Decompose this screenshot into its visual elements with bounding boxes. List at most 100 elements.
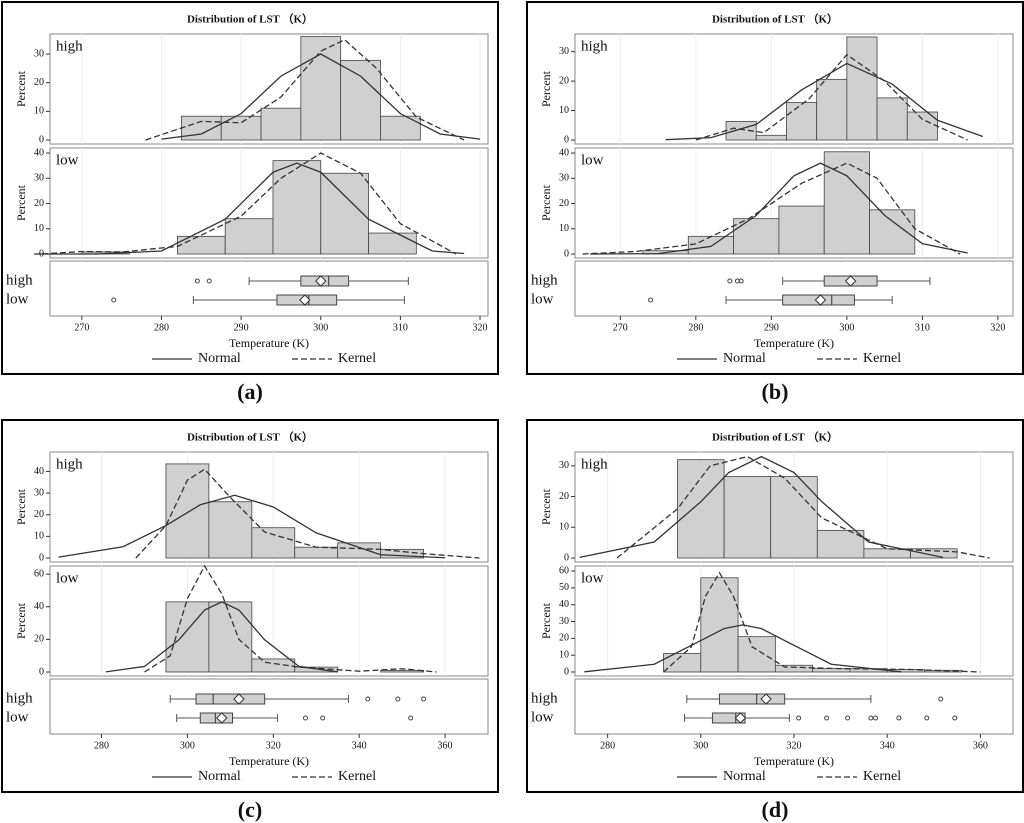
- legend-label: Normal: [723, 769, 766, 784]
- histogram-bar: [208, 501, 253, 559]
- mean-marker: [760, 693, 772, 705]
- outlier: [421, 696, 427, 702]
- histogram-bar: [737, 636, 776, 673]
- histogram-bar: [816, 529, 865, 559]
- group-label: high: [56, 38, 83, 54]
- x-tick-label: 340: [880, 740, 895, 751]
- group-label: high: [56, 456, 83, 472]
- histogram-bar: [380, 115, 421, 141]
- box-frame: [49, 260, 489, 317]
- y-tick-label: 10: [34, 106, 44, 117]
- panel-label: (a): [237, 379, 263, 404]
- y-tick-label: 30: [559, 173, 569, 184]
- histogram-bar: [320, 172, 369, 255]
- histogram-bar: [770, 476, 818, 559]
- y-tick-label: 50: [559, 582, 569, 593]
- y-axis-label: Percent: [14, 488, 28, 525]
- y-tick-label: 0: [564, 134, 569, 145]
- y-tick-label: 40: [34, 147, 44, 158]
- panel-label: (d): [762, 797, 789, 822]
- x-tick-label: 300: [180, 740, 195, 751]
- plot-frame: [49, 33, 489, 145]
- outlier: [727, 278, 733, 284]
- x-axis-label: Temperature (K): [229, 336, 309, 350]
- outlier: [952, 715, 958, 721]
- y-axis-label: Percent: [539, 602, 553, 639]
- plot-frame: [49, 451, 489, 563]
- legend-label: Kernel: [338, 351, 376, 366]
- box-frame: [574, 678, 1014, 735]
- histogram-bar: [778, 205, 825, 255]
- histogram-bar: [300, 36, 342, 141]
- plot-frame: [49, 147, 489, 259]
- box-row-label: low: [6, 709, 29, 725]
- y-tick-label: 0: [39, 134, 44, 145]
- histogram-bar: [786, 102, 818, 141]
- outlier: [868, 715, 874, 721]
- box-frame: [574, 260, 1014, 317]
- x-tick-label: 280: [154, 322, 169, 333]
- y-tick-label: 10: [559, 649, 569, 660]
- y-tick-label: 10: [559, 223, 569, 234]
- group-label: low: [56, 152, 79, 168]
- y-tick-label: 30: [559, 46, 569, 57]
- panel-frame: [1, 419, 499, 793]
- y-axis-label: Percent: [539, 488, 553, 525]
- histogram-bar: [272, 160, 322, 255]
- normal-curve: [590, 162, 968, 255]
- y-tick-label: 0: [39, 552, 44, 563]
- x-tick-label: 280: [94, 740, 109, 751]
- box-row-label: low: [531, 291, 554, 307]
- outlier: [206, 278, 212, 284]
- group-label: high: [581, 38, 608, 54]
- y-tick-label: 0: [564, 248, 569, 259]
- x-tick-label: 300: [839, 322, 854, 333]
- y-tick-label: 0: [39, 666, 44, 677]
- x-tick-label: 320: [787, 740, 802, 751]
- histogram-bar: [224, 218, 274, 255]
- histogram-bar: [816, 78, 848, 141]
- normal-curve: [665, 62, 984, 141]
- outlier: [738, 278, 744, 284]
- y-tick-label: 0: [564, 552, 569, 563]
- x-tick-label: 320: [473, 322, 488, 333]
- outlier: [320, 715, 326, 721]
- panel-label: (c): [238, 797, 262, 822]
- y-tick-label: 10: [34, 223, 44, 234]
- panel-title: Distribution of LST （K）: [187, 13, 313, 26]
- legend-label: Kernel: [863, 351, 901, 366]
- box: [718, 693, 786, 705]
- histogram-bar: [733, 218, 780, 255]
- x-axis-label: Temperature (K): [229, 754, 309, 768]
- histogram-bar: [846, 36, 878, 141]
- legend-label: Normal: [198, 351, 241, 366]
- kernel-curve: [695, 53, 968, 141]
- histogram-bar: [677, 459, 725, 559]
- x-tick-label: 360: [438, 740, 453, 751]
- panel-title: Distribution of LST （K）: [712, 431, 838, 444]
- x-tick-label: 320: [266, 740, 281, 751]
- histogram-bar: [812, 668, 851, 673]
- panel-label: (b): [762, 379, 789, 404]
- x-tick-label: 300: [693, 740, 708, 751]
- plot-frame: [574, 33, 1014, 145]
- x-tick-label: 280: [688, 322, 703, 333]
- x-tick-label: 270: [74, 322, 89, 333]
- panel-frame: [526, 1, 1024, 375]
- histogram-bar: [823, 151, 870, 255]
- histogram-bar: [251, 658, 296, 673]
- y-tick-label: 60: [34, 568, 44, 579]
- histogram-bar: [755, 134, 787, 141]
- histogram-bar: [723, 476, 772, 559]
- panel-frame: [1, 1, 499, 375]
- y-tick-label: 10: [559, 522, 569, 533]
- x-axis-label: Temperature (K): [754, 754, 834, 768]
- y-axis-label: Percent: [14, 602, 28, 639]
- legend-label: Normal: [198, 769, 241, 784]
- y-axis-label: Percent: [14, 70, 28, 107]
- y-tick-label: 40: [559, 147, 569, 158]
- box-row-label: high: [531, 690, 558, 706]
- y-tick-label: 20: [34, 634, 44, 645]
- y-tick-label: 10: [34, 531, 44, 542]
